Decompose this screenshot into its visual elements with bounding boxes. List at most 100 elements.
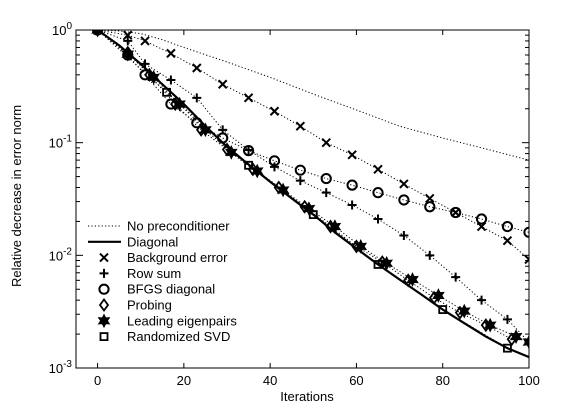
legend-marker	[99, 332, 109, 342]
data-point-row-sum	[321, 188, 331, 198]
x-tick-label: 100	[518, 373, 540, 388]
data-point-bfgs-diagonal	[450, 206, 462, 219]
marker-star-shape	[406, 272, 419, 287]
data-point-bfgs-diagonal	[191, 117, 203, 129]
legend-entry-row-sum: Row sum	[99, 266, 181, 281]
data-point-leading-eigenpairs	[509, 329, 523, 344]
x-tick-label: 40	[263, 373, 277, 388]
marker-star-shape	[199, 122, 212, 138]
data-point-background-error	[524, 254, 529, 265]
data-point-background-error	[321, 137, 331, 148]
data-point-background-error	[425, 193, 435, 204]
data-point-row-sum	[244, 145, 254, 155]
data-point-randomized-svd	[308, 210, 318, 219]
marker-x-shape	[295, 121, 306, 131]
marker-x-shape	[166, 48, 176, 59]
marker-plus-shape	[244, 145, 254, 155]
data-point-row-sum	[477, 295, 487, 305]
marker-plus-shape	[123, 36, 133, 46]
marker-circle-shape	[320, 172, 332, 185]
data-point-bfgs-diagonal	[523, 226, 529, 238]
data-point-leading-eigenpairs	[224, 145, 238, 160]
legend-entry-background-error: Background error	[99, 250, 228, 265]
marker-circle-shape	[523, 226, 529, 238]
marker-plus-shape	[166, 75, 176, 85]
marker-square-shape	[373, 260, 383, 269]
data-point-row-sum	[502, 314, 512, 324]
marker-star-shape	[457, 303, 471, 319]
x-tick-label: 0	[94, 373, 101, 388]
data-point-background-error	[295, 121, 306, 131]
legend-marker	[98, 297, 110, 313]
legend-entry-leading-eigenpairs: Leading eigenpairs	[97, 313, 237, 328]
data-point-row-sum	[192, 93, 202, 103]
marker-star-shape	[354, 239, 368, 254]
marker-circle-shape	[294, 164, 306, 176]
data-point-background-error	[192, 63, 202, 73]
data-point-leading-eigenpairs	[354, 239, 368, 254]
legend-marker	[99, 268, 109, 278]
legend-label: Row sum	[127, 266, 181, 281]
data-point-row-sum	[123, 36, 133, 46]
data-point-background-error	[217, 79, 228, 89]
legend-label: Probing	[127, 298, 172, 313]
marker-x-shape	[269, 106, 280, 116]
data-point-randomized-svd	[373, 260, 383, 269]
data-point-background-error	[243, 93, 254, 103]
legend-label: Leading eigenpairs	[127, 313, 237, 328]
marker-circle-shape	[242, 145, 255, 157]
series-randomized-svd	[93, 30, 512, 353]
marker-x-shape	[502, 235, 513, 246]
data-point-row-sum	[295, 176, 305, 186]
series-row-sum	[93, 30, 529, 347]
data-point-randomized-svd	[244, 160, 253, 170]
legend-label: No preconditioner	[127, 219, 230, 234]
series-line-leading-eigenpairs	[97, 30, 529, 343]
y-tick-label: 10-1	[49, 134, 73, 151]
marker-x-shape	[140, 36, 150, 46]
marker-x-shape	[373, 164, 383, 175]
series-line-row-sum	[97, 30, 529, 343]
data-point-row-sum	[451, 272, 461, 282]
marker-x-shape	[524, 254, 529, 265]
legend-entry-no-preconditioner: No preconditioner	[88, 219, 230, 234]
marker-x-shape	[425, 193, 435, 204]
legend-entry-bfgs-diagonal: BFGS diagonal	[98, 282, 215, 297]
series-leading-eigenpairs	[91, 30, 529, 350]
data-point-leading-eigenpairs	[483, 317, 497, 333]
marker-x-shape	[347, 150, 357, 160]
data-point-bfgs-diagonal	[165, 98, 177, 110]
marker-plus-shape	[99, 268, 109, 278]
marker-x-shape	[123, 30, 133, 40]
series-line-bfgs-diagonal	[97, 30, 529, 233]
data-point-background-error	[166, 48, 176, 59]
data-point-row-sum	[373, 214, 383, 224]
data-point-background-error	[140, 36, 150, 46]
data-point-leading-eigenpairs	[457, 303, 471, 319]
legend-label: Randomized SVD	[127, 329, 230, 344]
data-point-row-sum	[399, 230, 409, 240]
x-tick-label: 80	[435, 373, 449, 388]
marker-plus-shape	[295, 176, 305, 186]
marker-x-shape	[321, 137, 331, 148]
marker-star-shape	[483, 317, 497, 333]
marker-circle-shape	[217, 132, 229, 144]
marker-square-shape	[503, 343, 512, 353]
marker-star-shape	[173, 96, 186, 112]
data-point-row-sum	[166, 75, 176, 85]
marker-circle-shape	[191, 117, 203, 129]
data-point-bfgs-diagonal	[294, 164, 306, 176]
marker-square-shape	[438, 305, 448, 314]
axes: 0 20 40 60 80 100 10-3 10-2 10-1 100	[49, 21, 540, 388]
marker-circle-shape	[346, 179, 358, 191]
y-tick-label: 100	[52, 21, 72, 38]
data-point-leading-eigenpairs	[121, 46, 135, 62]
marker-star-shape	[121, 46, 135, 62]
data-point-row-sum	[269, 162, 279, 172]
marker-star-shape	[328, 219, 342, 234]
marker-x-shape	[192, 63, 202, 73]
data-point-background-error	[347, 150, 357, 160]
data-point-background-error	[502, 235, 513, 246]
marker-circle-shape	[98, 283, 110, 295]
